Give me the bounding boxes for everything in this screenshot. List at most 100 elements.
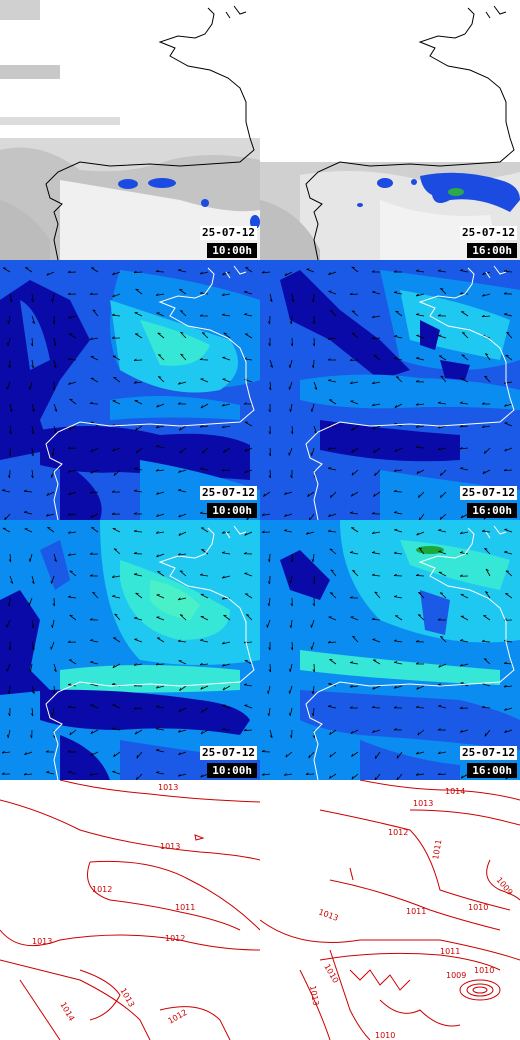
wind-arrow-head xyxy=(288,364,291,368)
wind-arrow-head xyxy=(416,356,420,359)
wind-arrow xyxy=(394,357,403,361)
wind-arrow xyxy=(328,447,337,450)
wind-arrow xyxy=(504,381,513,384)
wind-arrow-head xyxy=(394,685,397,689)
wind-arrow xyxy=(330,491,337,499)
wind-arrow xyxy=(269,381,272,390)
wind-arrow-head xyxy=(350,551,354,553)
wind-arrow-head xyxy=(504,448,507,452)
wind-arrow xyxy=(416,335,425,339)
wind-arrow xyxy=(156,293,165,296)
wind-arrow xyxy=(53,359,57,368)
wind-arrow-head xyxy=(438,664,441,668)
wind-arrow-head xyxy=(155,531,159,534)
wind-arrow xyxy=(290,403,293,412)
wind-arrow xyxy=(328,616,337,621)
wind-arrow xyxy=(372,685,381,690)
isobar-label: 1009 xyxy=(446,971,466,980)
wind-arrow xyxy=(418,547,425,555)
wind-arrow xyxy=(31,707,34,716)
forecast-time: 16:00h xyxy=(467,763,517,778)
wind-arrow-head xyxy=(505,570,509,572)
wind-arrow-head xyxy=(261,749,265,752)
wind-arrow-head xyxy=(394,291,398,293)
wind-arrow xyxy=(373,447,381,454)
wind-arrow xyxy=(200,663,209,666)
wind-arrow-head xyxy=(350,661,354,663)
wind-arrow xyxy=(269,359,274,368)
wind-arrow-head xyxy=(113,548,118,550)
wind-arrow-head xyxy=(89,773,93,776)
wind-arrow-head xyxy=(394,448,397,452)
wind-arrow xyxy=(313,359,315,369)
wind-arrow-head xyxy=(133,467,138,470)
wind-arrow-head xyxy=(268,387,272,391)
wind-arrow xyxy=(133,359,143,361)
wind-arrow xyxy=(396,751,403,759)
wind-arrow xyxy=(68,381,77,385)
wind-arrow-head xyxy=(23,772,27,776)
wind-arrow-head xyxy=(244,470,247,474)
wind-arrow-head xyxy=(438,704,442,707)
wind-arrow xyxy=(179,570,187,577)
wind-arrow-head xyxy=(8,453,11,457)
wind-arrow xyxy=(178,707,187,713)
wind-arrow-head xyxy=(330,494,332,498)
wind-arrow-head xyxy=(305,772,309,775)
wind-arrow-head xyxy=(31,299,34,303)
wind-arrow xyxy=(4,513,11,520)
wind-arrow-head xyxy=(415,269,420,272)
wind-arrow xyxy=(244,291,253,295)
wind-arrow-head xyxy=(481,425,485,428)
wind-arrow-head xyxy=(221,551,226,554)
wind-arrow xyxy=(244,684,253,687)
wind-arrow-head xyxy=(308,755,310,759)
wind-arrow-head xyxy=(394,422,398,425)
wind-arrow-head xyxy=(460,729,463,733)
wind-arrow xyxy=(9,553,12,562)
wind-arrow-head xyxy=(503,468,507,472)
wind-arrow-head xyxy=(52,603,55,607)
wind-arrow xyxy=(311,619,315,628)
wind-arrow xyxy=(222,425,231,429)
wind-arrow-head xyxy=(268,409,271,413)
wind-arrow xyxy=(52,707,55,716)
wind-arrow-head xyxy=(68,427,71,431)
wind-arrow xyxy=(31,685,35,694)
wind-arrow-head xyxy=(8,559,12,563)
wind-arrow xyxy=(69,570,77,577)
wind-arrow-head xyxy=(90,660,94,663)
wind-arrow xyxy=(505,593,513,599)
wind-arrow xyxy=(47,527,55,533)
wind-arrow-head xyxy=(200,731,203,735)
wind-arrow xyxy=(112,528,121,533)
wind-arrow-head xyxy=(223,332,227,334)
isobar-label: 1011 xyxy=(431,839,443,861)
wind-arrow-head xyxy=(178,488,182,491)
wind-arrow-head xyxy=(351,472,354,476)
wind-map-high-1600: 25-07-12 16:00h xyxy=(260,520,520,780)
wind-arrow-head xyxy=(481,314,485,318)
wind-arrow xyxy=(112,271,121,276)
forecast-time: 16:00h xyxy=(467,503,517,518)
wind-arrow xyxy=(7,729,11,738)
wind-arrow-head xyxy=(504,707,507,711)
wind-arrow-head xyxy=(393,728,397,731)
wind-arrow xyxy=(416,270,425,273)
wind-arrow xyxy=(485,568,491,577)
wind-arrow xyxy=(53,315,56,325)
wind-arrow xyxy=(134,638,143,643)
wind-arrow xyxy=(200,425,209,428)
wind-arrow-head xyxy=(290,343,293,347)
wind-arrow xyxy=(327,530,337,533)
wind-arrow-head xyxy=(156,771,160,773)
wind-arrow-head xyxy=(157,332,161,334)
wind-arrow-head xyxy=(504,312,508,315)
wind-arrow-head xyxy=(112,294,115,298)
wind-arrow xyxy=(46,771,55,775)
wind-arrow-head xyxy=(69,732,72,736)
wind-arrow xyxy=(267,685,271,694)
wind-arrow-head xyxy=(46,513,49,517)
wind-arrow-head xyxy=(68,492,71,496)
wind-arrow xyxy=(374,773,381,780)
